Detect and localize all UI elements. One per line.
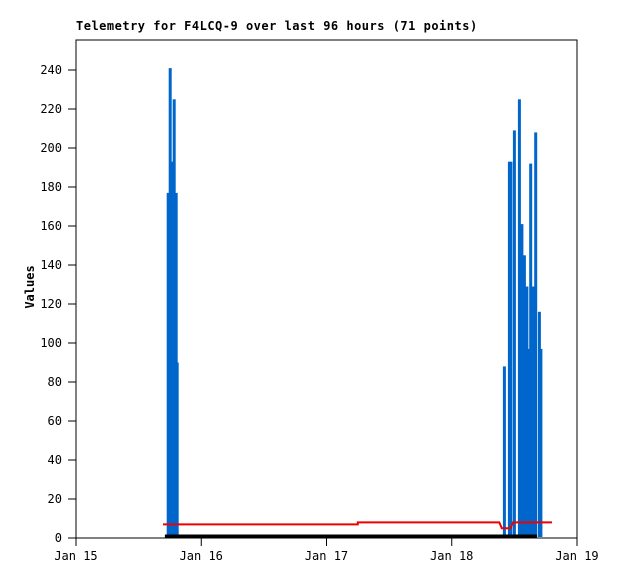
data-bar <box>168 68 172 537</box>
y-axis-label: Values <box>23 265 37 309</box>
y-tick-label: 160 <box>40 219 62 233</box>
x-tick-label: Jan 19 <box>555 549 598 563</box>
x-tick-label: Jan 16 <box>180 549 223 563</box>
data-bar <box>531 286 535 537</box>
y-tick-label: 200 <box>40 141 62 155</box>
y-tick-label: 240 <box>40 63 62 77</box>
data-bar <box>520 224 524 537</box>
y-tick-label: 80 <box>48 375 62 389</box>
data-bar <box>517 99 521 538</box>
y-tick-label: 220 <box>40 102 62 116</box>
y-tick-label: 100 <box>40 336 62 350</box>
y-tick-label: 60 <box>48 414 62 428</box>
data-bar <box>172 99 176 538</box>
channel-2-line <box>163 521 552 530</box>
y-tick-label: 180 <box>40 180 62 194</box>
y-tick-label: 20 <box>48 492 62 506</box>
data-bar <box>539 348 543 537</box>
y-tick-label: 40 <box>48 453 62 467</box>
data-bar <box>526 348 530 537</box>
data-bar <box>170 161 174 537</box>
data-bar <box>522 255 526 538</box>
data-bar <box>502 366 506 537</box>
x-tick-label: Jan 15 <box>54 549 97 563</box>
x-tick-label: Jan 17 <box>305 549 348 563</box>
data-bar <box>509 161 513 537</box>
y-tick-label: 140 <box>40 258 62 272</box>
x-tick-label: Jan 18 <box>430 549 473 563</box>
chart-title: Telemetry for F4LCQ-9 over last 96 hours… <box>76 19 478 33</box>
data-bar <box>534 132 538 537</box>
y-tick-label: 0 <box>55 531 62 545</box>
data-bar <box>166 192 170 537</box>
data-bar <box>529 163 533 537</box>
plot-frame <box>75 39 578 539</box>
y-tick-label: 120 <box>40 297 62 311</box>
data-bar <box>512 130 516 537</box>
data-bar <box>175 362 179 537</box>
